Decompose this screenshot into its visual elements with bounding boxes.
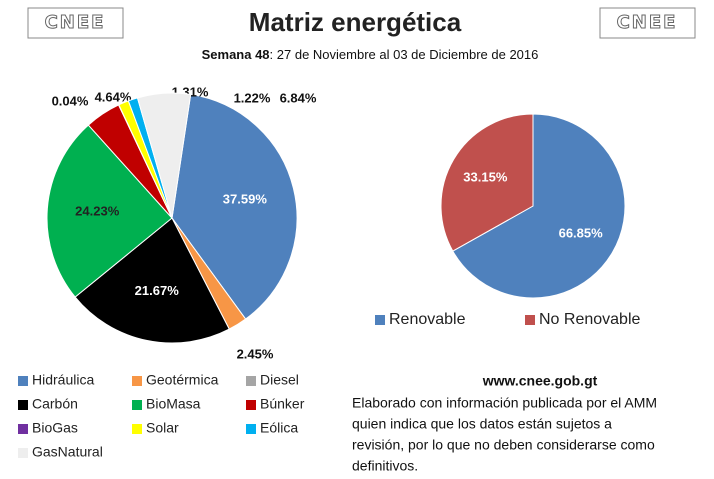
footer-note: definitivos.	[352, 458, 418, 474]
legend-swatch	[18, 424, 28, 434]
legend-swatch	[18, 448, 28, 458]
legend-label: Diesel	[260, 372, 299, 388]
data-label: 6.84%	[280, 90, 317, 105]
legend-swatch	[246, 424, 256, 434]
logo-right: CNEE	[599, 7, 696, 39]
logo-left: CNEE	[27, 7, 124, 39]
legend-label: Eólica	[260, 420, 298, 436]
footer-url: www.cnee.gob.gt	[482, 373, 598, 389]
legend-swatch	[375, 315, 385, 325]
data-label: 0.04%	[52, 93, 89, 108]
pie-slice	[440, 113, 534, 252]
legend-label: GasNatural	[32, 444, 103, 460]
legend-label: Búnker	[260, 396, 305, 412]
pie-slice	[74, 217, 230, 344]
legend-label: Carbón	[32, 396, 78, 412]
footer-note: Elaborado con información publicada por …	[352, 395, 657, 411]
legend-swatch	[18, 376, 28, 386]
legend-label: BioGas	[32, 420, 78, 436]
data-label: 24.23%	[75, 204, 120, 219]
legend-swatch	[132, 400, 142, 410]
pie-slice	[452, 113, 626, 299]
chart-title: Matriz energética	[249, 7, 462, 37]
subtitle-bold: Semana 48	[202, 47, 270, 62]
legend-swatch	[246, 400, 256, 410]
footer-note: quien indica que los datos están sujetos…	[352, 416, 612, 432]
logo-box	[599, 7, 696, 39]
legend-label: Solar	[146, 420, 179, 436]
data-label: 1.22%	[234, 90, 271, 105]
data-label: 66.85%	[559, 225, 604, 240]
logo-text: CNEE	[617, 12, 678, 33]
pie-slice	[171, 93, 298, 320]
data-label: 37.59%	[223, 192, 268, 207]
data-label: 2.45%	[237, 346, 274, 361]
logo-text: CNEE	[45, 12, 106, 33]
legend-swatch	[18, 400, 28, 410]
data-label: 33.15%	[463, 170, 508, 185]
legend-label: No Renovable	[539, 311, 641, 328]
legend-swatch	[132, 376, 142, 386]
legend-swatch	[525, 315, 535, 325]
logo-box	[27, 7, 124, 39]
legend-label: Hidráulica	[32, 372, 94, 388]
data-label: 4.64%	[95, 89, 132, 104]
subtitle-rest: : 27 de Noviembre al 03 de Diciembre de …	[270, 47, 539, 62]
legend-label: BioMasa	[146, 396, 201, 412]
legend-swatch	[132, 424, 142, 434]
data-label: 21.67%	[135, 283, 180, 298]
legend-label: Geotérmica	[146, 372, 219, 388]
footer-note: revisión, por lo que no deben considerar…	[352, 437, 655, 453]
pie-slice	[136, 92, 192, 219]
legend-swatch	[246, 376, 256, 386]
legend-label: Renovable	[389, 311, 466, 328]
pie-slice	[46, 124, 173, 298]
subtitle: Semana 48: 27 de Noviembre al 03 de Dici…	[202, 47, 539, 62]
